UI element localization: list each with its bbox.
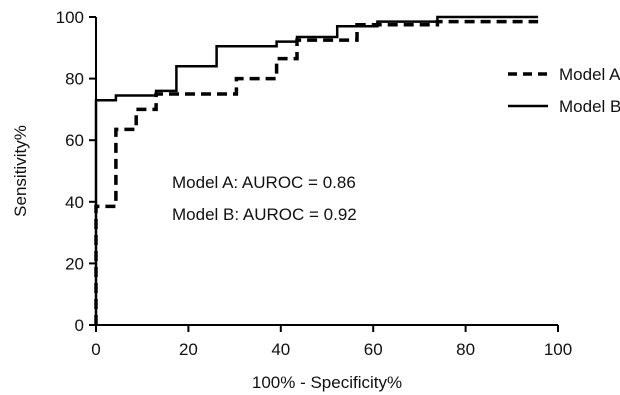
y-tick-label: 100: [56, 8, 84, 27]
x-tick-label: 100: [544, 340, 572, 359]
x-axis-ticks: 0 20 40 60 80 100: [91, 325, 572, 359]
legend: Model A Model B: [508, 65, 620, 116]
plot-area: 0 20 40 60 80 100 0 20 40 60 80 100: [56, 8, 573, 359]
roc-curve-model-b: [94, 15, 539, 325]
y-axis-ticks: 0 20 40 60 80 100: [56, 8, 96, 335]
x-tick-label: 80: [456, 340, 475, 359]
y-tick-label: 60: [65, 131, 84, 150]
auroc-annotation-model-a: Model A: AUROC = 0.86: [172, 173, 356, 192]
x-tick-label: 40: [271, 340, 290, 359]
y-tick-label: 0: [75, 316, 84, 335]
y-tick-label: 80: [65, 70, 84, 89]
y-axis-label: Sensitivity%: [11, 125, 30, 217]
auroc-annotation-model-b: Model B: AUROC = 0.92: [172, 205, 357, 224]
x-axis-label: 100% - Specificity%: [252, 373, 402, 392]
legend-label-model-a: Model A: [559, 65, 620, 84]
y-tick-label: 40: [65, 193, 84, 212]
y-tick-label: 20: [65, 254, 84, 273]
x-tick-label: 20: [179, 340, 198, 359]
roc-curve-model-a: [94, 19, 539, 325]
x-tick-label: 0: [91, 340, 100, 359]
x-tick-label: 60: [364, 340, 383, 359]
legend-label-model-b: Model B: [559, 97, 620, 116]
series-layer: [94, 15, 539, 325]
